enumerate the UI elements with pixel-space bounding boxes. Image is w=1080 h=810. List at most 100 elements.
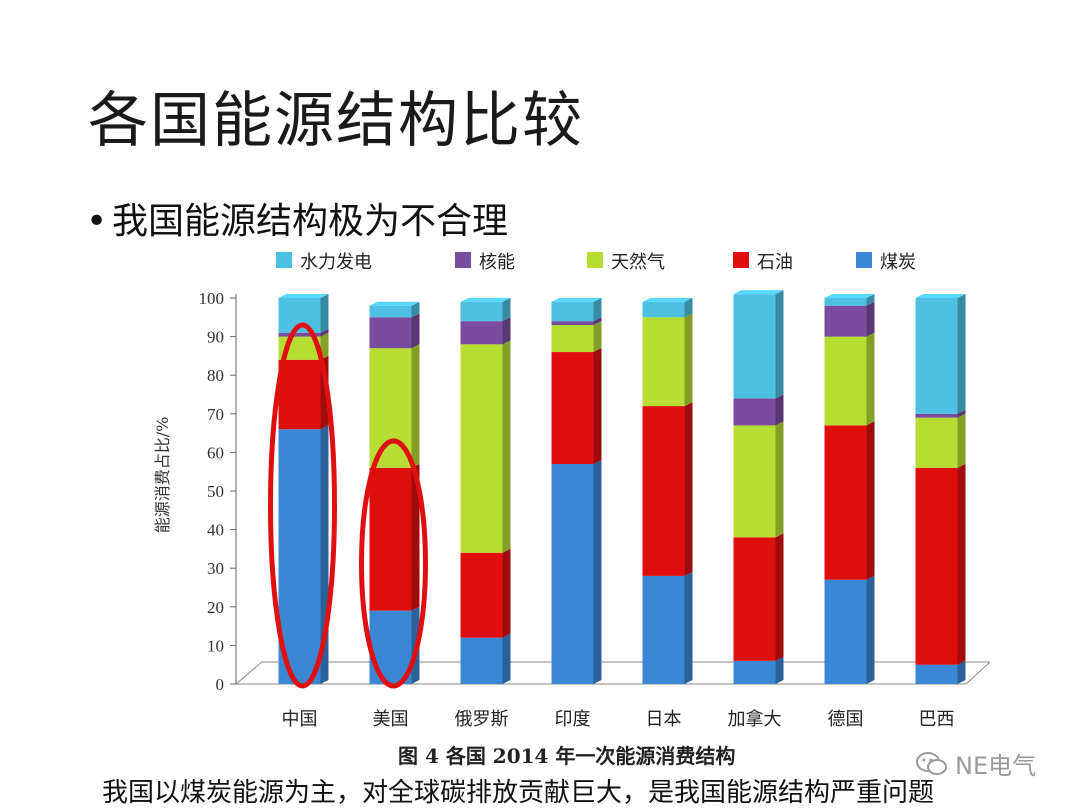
bar-segment-side xyxy=(502,317,511,345)
bar-segment xyxy=(824,298,867,306)
bar-segment xyxy=(551,352,594,464)
bar-segment-side xyxy=(957,294,966,414)
bar-segment-side xyxy=(866,575,875,684)
x-tick-label: 中国 xyxy=(282,709,318,730)
y-tick-label: 30 xyxy=(207,559,224,578)
bar-top-cap xyxy=(278,294,329,298)
bar-segment xyxy=(915,298,958,414)
bar-top-cap xyxy=(551,297,602,302)
bar-segment-side xyxy=(411,313,420,349)
legend-swatch xyxy=(276,252,292,268)
bar-segment xyxy=(460,321,503,345)
bar-segment xyxy=(733,660,776,684)
bar-segment-side xyxy=(502,548,511,638)
bar-segment xyxy=(915,467,958,665)
bar-segment xyxy=(460,301,503,322)
bar-segment-side xyxy=(502,340,511,553)
bar-segment xyxy=(551,325,594,353)
y-tick-label: 40 xyxy=(207,521,224,540)
bar-segment xyxy=(278,332,321,337)
y-tick-label: 0 xyxy=(216,675,225,694)
bar-segment xyxy=(733,294,776,399)
bar-segment xyxy=(369,467,412,611)
legend-swatch xyxy=(856,252,872,268)
bar-segment xyxy=(733,398,776,426)
bar-segment xyxy=(642,575,685,684)
bar-top-cap xyxy=(460,297,511,302)
bar-segment-side xyxy=(593,297,602,322)
bar-segment xyxy=(551,301,594,322)
legend-label: 天然气 xyxy=(611,252,665,273)
bar-segment xyxy=(824,305,867,337)
bar-top-cap xyxy=(824,294,875,298)
y-tick-label: 90 xyxy=(207,328,224,347)
bar-segment xyxy=(915,413,958,418)
bar-segment-side xyxy=(593,317,602,326)
bar-segment-side xyxy=(684,313,693,407)
bar-top-cap xyxy=(733,290,784,295)
bar-segment-side xyxy=(957,413,966,468)
bar-segment-side xyxy=(775,421,784,538)
x-tick-label: 美国 xyxy=(373,709,409,730)
bar-segment-side xyxy=(957,660,966,684)
bar-segment xyxy=(642,406,685,576)
bar-segment xyxy=(278,359,321,430)
bar-top-cap xyxy=(915,294,966,298)
highlight-ellipse xyxy=(359,438,428,689)
x-tick-label: 印度 xyxy=(555,709,591,730)
bar-segment xyxy=(460,344,503,553)
bar-segment-side xyxy=(684,571,693,684)
floor-edge-left xyxy=(235,661,263,685)
bar-segment xyxy=(642,301,685,318)
bar-segment xyxy=(460,552,503,638)
y-tick-label: 10 xyxy=(207,636,224,655)
y-tick-label: 60 xyxy=(207,443,224,462)
bar-segment xyxy=(824,579,867,684)
bar-segment xyxy=(733,537,776,661)
bar-segment xyxy=(460,637,503,684)
wechat-icon xyxy=(916,751,947,775)
bar-segment xyxy=(369,305,412,318)
watermark: NE电气 xyxy=(915,746,1036,781)
bar-segment xyxy=(642,317,685,407)
bar-segment-side xyxy=(684,297,693,318)
bar-segment-side xyxy=(866,421,875,580)
bar-segment-side xyxy=(775,394,784,426)
slide-title: 各国能源结构比较 xyxy=(88,86,584,156)
legend-label: 水力发电 xyxy=(300,252,372,273)
bar-segment-side xyxy=(866,294,875,306)
x-tick-label: 俄罗斯 xyxy=(455,709,509,730)
y-tick-label: 50 xyxy=(207,482,224,501)
y-tick-label: 80 xyxy=(207,366,224,385)
bar-segment-side xyxy=(775,656,784,684)
floor-edge-right xyxy=(965,661,991,685)
bar-segment-side xyxy=(320,332,329,360)
bar-segment-side xyxy=(593,348,602,464)
legend-swatch xyxy=(733,252,749,268)
y-axis-label: 能源消费占比/% xyxy=(153,417,172,534)
x-tick-label: 日本 xyxy=(646,709,682,730)
bullet-text: 我国能源结构极为不合理 xyxy=(112,201,509,242)
bar-segment-side xyxy=(957,463,966,665)
bar-segment-side xyxy=(411,301,420,318)
bar-segment-side xyxy=(775,290,784,399)
watermark-text: NE电气 xyxy=(955,752,1037,780)
bar-segment-side xyxy=(320,294,329,333)
bar-segment xyxy=(733,425,776,538)
x-tick-label: 德国 xyxy=(828,709,864,730)
bar-segment xyxy=(551,321,594,326)
bar-segment-side xyxy=(593,459,602,684)
bar-segment-side xyxy=(684,402,693,576)
bar-top-cap xyxy=(369,301,420,306)
x-tick-label: 加拿大 xyxy=(728,708,782,730)
bar-segment xyxy=(824,336,867,426)
bullet-point: • 我国能源结构极为不合理 xyxy=(86,192,508,244)
legend-label: 煤炭 xyxy=(880,252,916,273)
bullet-dot: • xyxy=(86,201,108,242)
x-tick-label: 巴西 xyxy=(919,709,955,730)
bar-segment-side xyxy=(866,301,875,337)
bar-segment-side xyxy=(411,344,420,468)
bar-segment xyxy=(278,429,321,684)
bar-segment xyxy=(915,417,958,468)
